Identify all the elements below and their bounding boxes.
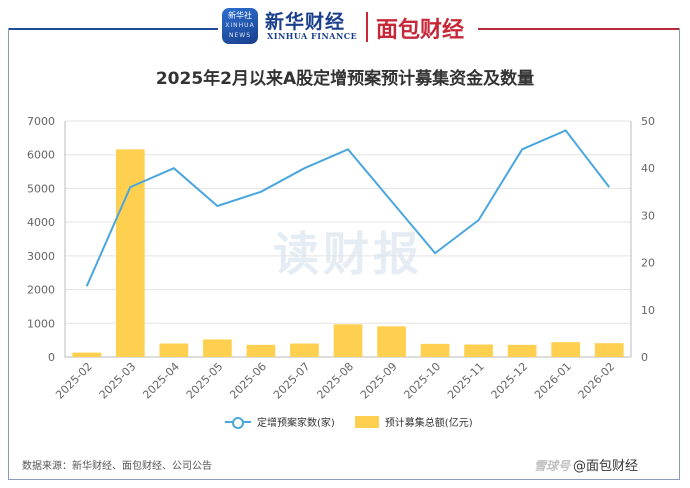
x-tick-label: 2025-07	[271, 360, 313, 402]
bar-2025-12	[507, 344, 537, 357]
xinhua-logo: 新华社 XINHUA NEWS	[222, 8, 258, 44]
header: 新华社 XINHUA NEWS 新华财经 XINHUA FINANCE 面包财经	[0, 0, 690, 46]
y-right-tick-label: 0	[641, 351, 648, 364]
x-tick-label: 2025-05	[184, 360, 226, 402]
x-tick-label: 2025-06	[227, 360, 269, 402]
credit-text: @面包财经	[573, 459, 639, 474]
y-left-tick-label: 7000	[27, 115, 55, 128]
y-left-tick-label: 1000	[27, 317, 55, 330]
y-right-tick-label: 40	[641, 162, 655, 175]
bar-2025-04	[159, 343, 189, 357]
y-right-tick-label: 10	[641, 304, 655, 317]
brand-secondary: 面包财经	[376, 18, 465, 43]
y-left-tick-label: 2000	[27, 284, 55, 297]
legend-line-marker	[225, 416, 251, 429]
legend-item-bar: 预计募集总额(亿元)	[354, 414, 473, 429]
brand-primary: 新华财经	[265, 11, 346, 33]
x-tick-label: 2025-08	[314, 360, 356, 402]
x-tick-label: 2025-12	[489, 360, 531, 402]
x-tick-label: 2025-10	[402, 360, 444, 402]
y-left-tick-label: 4000	[27, 216, 55, 229]
brand-separator	[366, 12, 368, 42]
y-right-tick-label: 20	[641, 257, 655, 270]
y-left-tick-label: 3000	[27, 250, 55, 263]
x-tick-label: 2025-04	[140, 360, 182, 402]
x-tick-label: 2025-02	[53, 360, 95, 402]
x-tick-label: 2026-02	[576, 360, 618, 402]
y-right-tick-label: 30	[641, 209, 655, 222]
x-tick-label: 2026-01	[532, 360, 574, 402]
bar-2025-09	[377, 326, 406, 357]
y-left-tick-label: 5000	[27, 182, 55, 195]
bar-2025-06	[246, 344, 276, 357]
legend-item-line: 定增预案家数(家)	[225, 414, 335, 429]
content-frame	[8, 28, 680, 480]
chart-title: 2025年2月以来A股定增预案预计募集资金及数量	[155, 69, 535, 89]
y-left-tick-label: 6000	[27, 149, 55, 162]
xinhua-badge-text: 新华社	[228, 11, 252, 20]
y-right-tick-label: 50	[641, 115, 655, 128]
bar-2026-01	[551, 342, 581, 357]
bar-2025-02	[72, 352, 102, 357]
credit: 雪球号 @面包财经	[534, 455, 638, 474]
legend-bar-marker	[354, 415, 379, 428]
y-left-tick-label: 0	[48, 351, 55, 364]
legend: 定增预案家数(家) 预计募集总额(亿元)	[225, 414, 493, 429]
bar-2025-07	[290, 343, 319, 357]
bar-2025-05	[203, 339, 232, 357]
brand-primary-sub: XINHUA FINANCE	[267, 31, 358, 41]
x-tick-label: 2025-03	[97, 360, 139, 402]
xinhua-badge-sub: XINHUA NEWS	[225, 22, 255, 39]
credit-logo: 雪球号	[534, 459, 571, 473]
bar-2025-03	[115, 149, 145, 357]
frame-accent-right	[478, 28, 680, 30]
frame-accent-left	[8, 28, 218, 30]
x-tick-label: 2025-09	[358, 360, 400, 402]
bar-2025-11	[464, 344, 493, 357]
watermark-text: 读财报	[273, 227, 423, 281]
legend-label-bar: 预计募集总额(亿元)	[384, 418, 473, 429]
x-tick-label: 2025-11	[445, 360, 487, 402]
bar-2026-02	[594, 343, 624, 357]
legend-label-line: 定增预案家数(家)	[257, 418, 335, 429]
line-series-path	[85, 129, 611, 287]
data-source: 数据来源：新华财经、面包财经、公司公告	[22, 461, 212, 472]
bar-2025-10	[420, 343, 450, 357]
bar-2025-08	[333, 324, 363, 357]
